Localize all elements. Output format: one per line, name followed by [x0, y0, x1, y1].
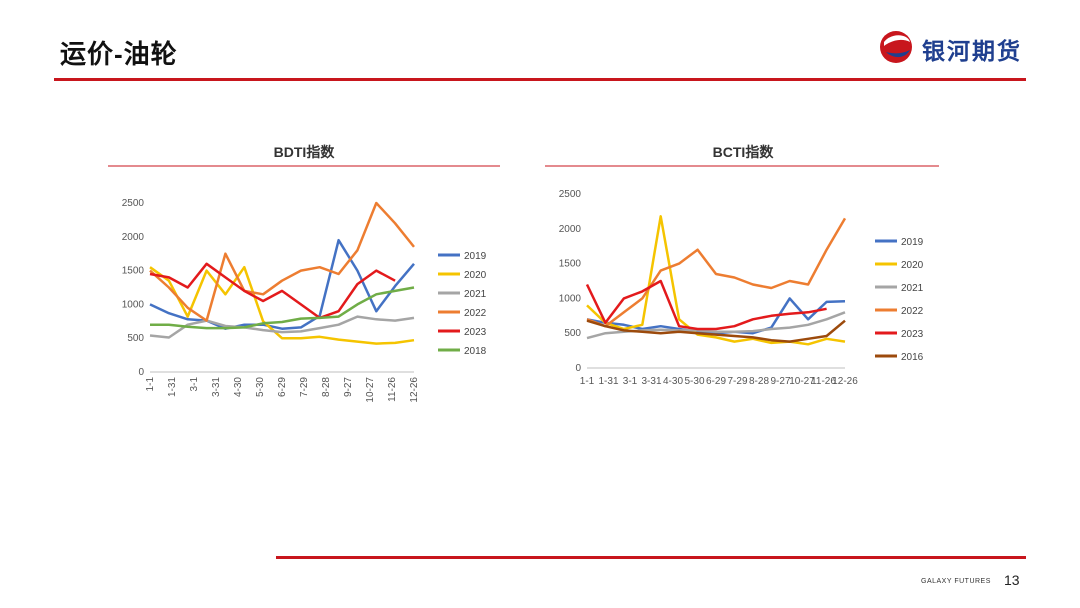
y-tick-label: 500 [564, 328, 581, 339]
legend-label-2022: 2022 [464, 308, 487, 319]
logo-mark-icon [880, 31, 912, 63]
footer-divider [276, 556, 1026, 559]
logo-text: 银河期货 [922, 38, 1022, 64]
chart-title: BDTI指数 [274, 144, 336, 160]
series-line-2023 [149, 262, 396, 320]
x-tick-label: 8-28 [749, 376, 769, 387]
y-tick-label: 2500 [559, 189, 582, 200]
legend-label-2016: 2016 [901, 352, 924, 363]
legend-label-2023: 2023 [901, 329, 924, 340]
footer-brand: GALAXY FUTURES [921, 578, 991, 585]
x-tick-label: 7-29 [727, 376, 747, 387]
y-tick-label: 1000 [559, 293, 582, 304]
header-divider [54, 78, 1026, 81]
x-tick-label: 1-31 [598, 376, 618, 387]
series-line-2021 [149, 315, 415, 339]
x-tick-label: 10-27 [365, 377, 376, 403]
legend-label-2021: 2021 [901, 283, 924, 294]
legend-label-2019: 2019 [901, 237, 924, 248]
x-tick-label: 9-27 [770, 376, 790, 387]
x-tick-label: 9-27 [343, 377, 354, 397]
series-line-2022 [149, 201, 415, 322]
y-tick-label: 1500 [559, 259, 582, 270]
y-tick-label: 2000 [559, 224, 582, 235]
x-tick-label: 12-26 [832, 376, 858, 387]
x-tick-label: 4-30 [233, 377, 244, 397]
series-line-2023 [585, 279, 827, 331]
series-line-2016 [586, 319, 846, 343]
legend-label-2018: 2018 [464, 346, 487, 357]
x-tick-label: 8-28 [321, 377, 332, 397]
legend-label-2022: 2022 [901, 306, 924, 317]
y-tick-label: 0 [138, 367, 144, 378]
legend-label-2019: 2019 [464, 251, 487, 262]
series-line-2020 [149, 265, 415, 345]
series-line-2020 [586, 215, 846, 346]
x-tick-label: 6-29 [706, 376, 726, 387]
series-line-2022 [586, 217, 847, 328]
x-tick-label: 11-26 [387, 377, 398, 402]
x-tick-label: 3-31 [211, 377, 222, 397]
series-line-2018 [150, 286, 415, 330]
y-tick-label: 2000 [122, 232, 145, 243]
x-tick-label: 6-29 [277, 377, 288, 397]
y-tick-label: 1000 [122, 299, 145, 310]
legend-label-2021: 2021 [464, 289, 487, 300]
y-tick-label: 0 [575, 363, 581, 374]
x-tick-label: 4-30 [663, 376, 683, 387]
x-tick-label: 3-31 [641, 376, 661, 387]
page-number: 13 [1004, 572, 1020, 588]
y-tick-label: 2500 [122, 198, 145, 209]
bcti-chart: BCTI指数 0 500 1000 1500 2000 2500 1-1 1-31 3-1 3-31… [545, 144, 939, 387]
x-tick-label: 5-30 [684, 376, 704, 387]
legend-label-2020: 2020 [901, 260, 924, 271]
page-title: 运价-油轮 [60, 39, 178, 69]
x-tick-label: 10-27 [789, 376, 815, 387]
x-tick-label: 1-1 [580, 376, 595, 387]
bdti-chart: BDTI指数 0 500 1000 1500 2000 2500 1-1 1-31 3-1 3-31… [108, 144, 500, 403]
galaxy-logo [880, 31, 912, 63]
x-tick-label: 12-26 [409, 377, 420, 403]
x-tick-label: 3-1 [189, 377, 200, 392]
legend-label-2023: 2023 [464, 327, 487, 338]
x-tick-label: 11-26 [811, 376, 836, 387]
x-tick-label: 5-30 [255, 377, 266, 397]
chart-title: BCTI指数 [713, 144, 775, 160]
x-tick-label: 7-29 [299, 377, 310, 397]
x-tick-label: 1-31 [167, 377, 178, 397]
y-tick-label: 1500 [122, 266, 145, 277]
legend-label-2020: 2020 [464, 270, 487, 281]
x-tick-label: 1-1 [145, 377, 156, 392]
y-tick-label: 500 [127, 333, 144, 344]
x-tick-label: 3-1 [623, 376, 638, 387]
